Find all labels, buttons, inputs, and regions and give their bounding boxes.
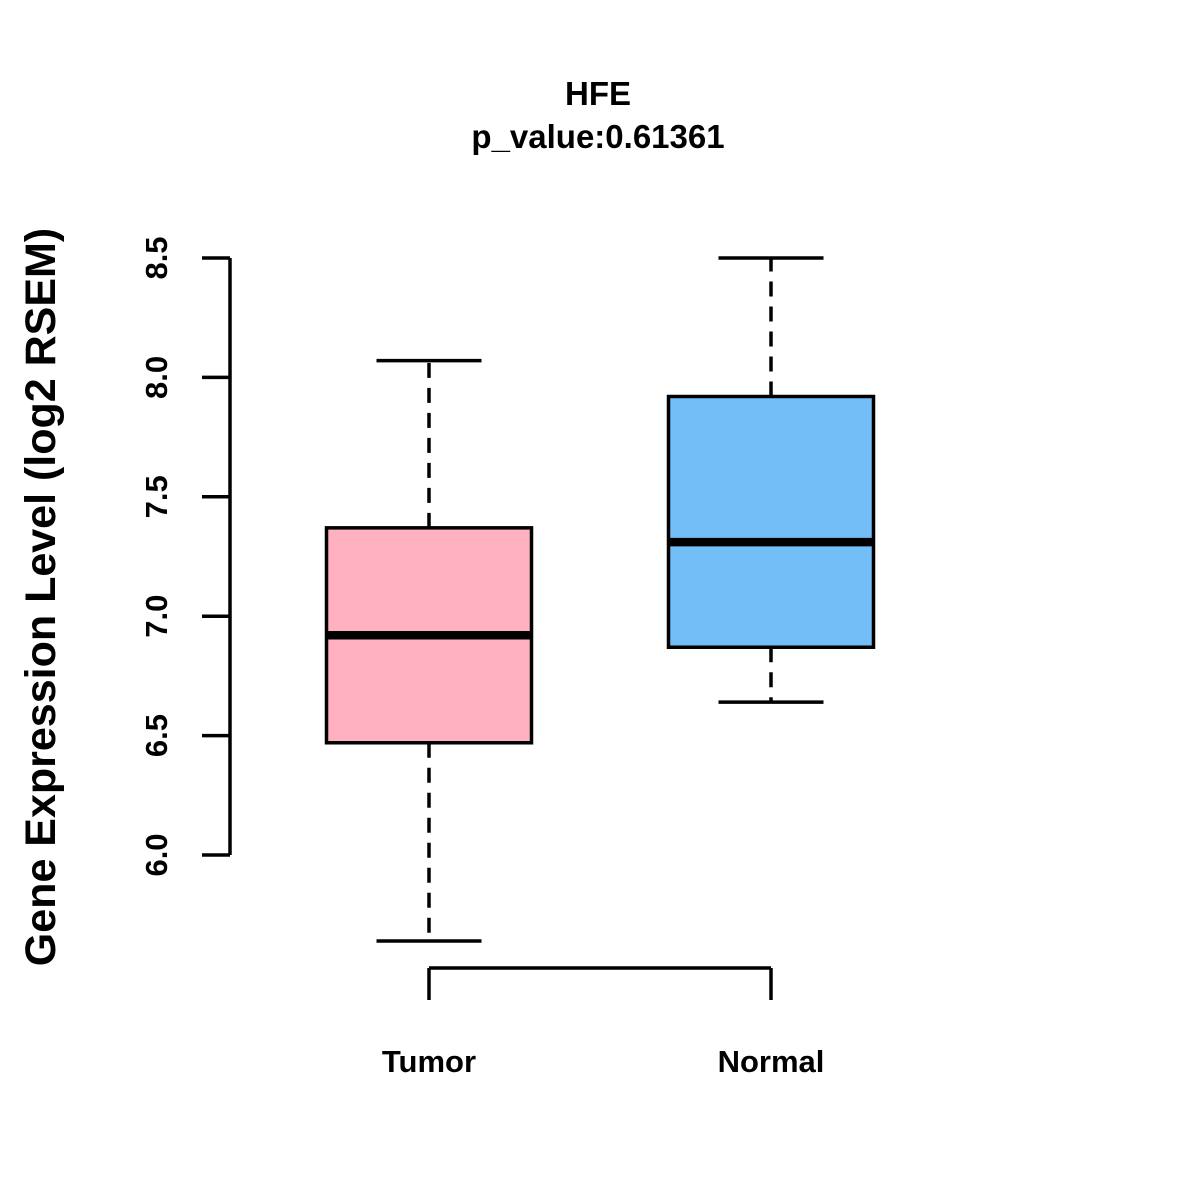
y-axis-label: Gene Expression Level (log2 RSEM) [17, 228, 65, 966]
chart-subtitle: p_value:0.61361 [471, 118, 724, 155]
normal-box [666, 394, 876, 649]
y-tick-label: 7.0 [139, 595, 174, 638]
x-category-label: Normal [718, 1044, 825, 1079]
y-tick-label: 8.0 [139, 356, 174, 399]
y-axis: 6.0 6.5 7.0 7.5 8.0 8.5 [139, 236, 232, 877]
y-tick-label: 7.5 [139, 475, 174, 518]
box-series [324, 256, 876, 943]
x-axis: Tumor Normal [382, 966, 825, 1079]
chart-title: HFE [565, 75, 631, 112]
x-category-label: Tumor [382, 1044, 476, 1079]
y-tick-label: 6.0 [139, 833, 174, 876]
y-tick-label: 8.5 [139, 236, 174, 279]
y-tick-label: 6.5 [139, 714, 174, 757]
